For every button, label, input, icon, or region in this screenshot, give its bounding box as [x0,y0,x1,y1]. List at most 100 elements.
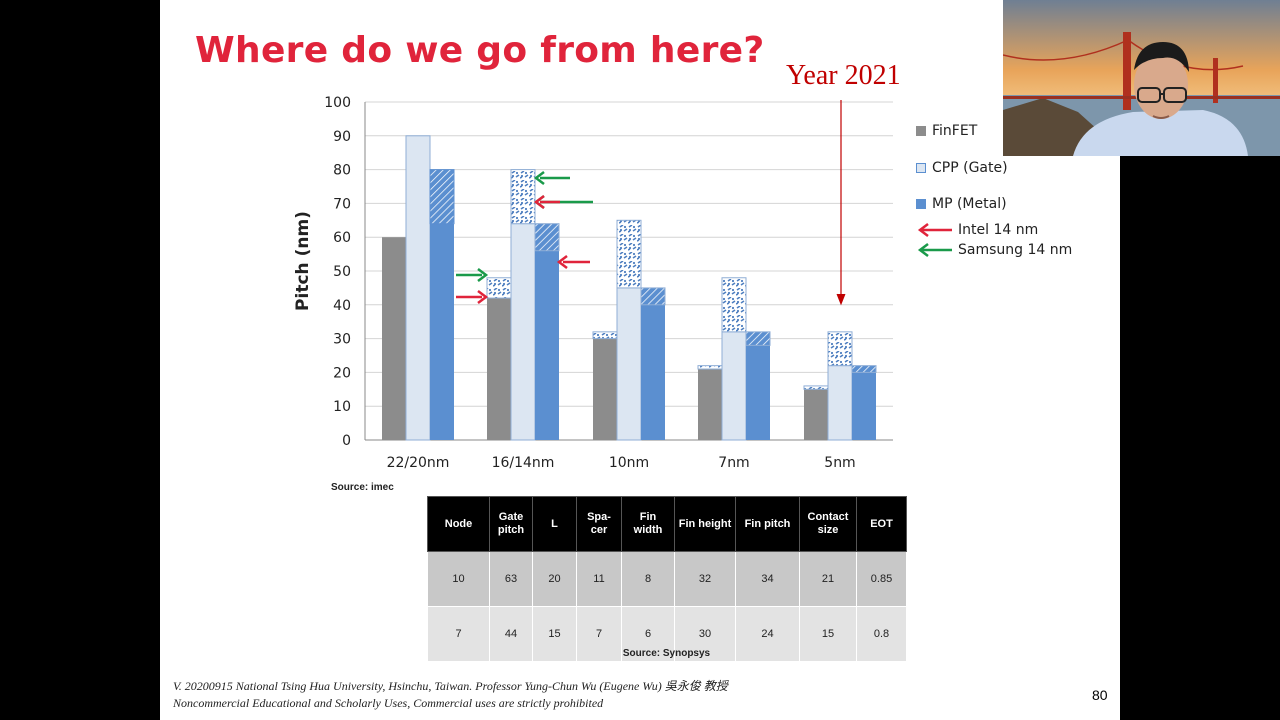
bar-range-cap [486,277,512,299]
intel-arrow-icon [917,223,952,237]
table-cell: 8 [621,551,675,607]
cpp-swatch [916,163,926,173]
y-tick-label: 100 [324,95,351,111]
table-source: Source: Synopsys [622,648,711,659]
table-header-cell: Spa-cer [576,496,622,552]
legend-finfet: FinFET [916,120,977,142]
legend-intel-label: Intel 14 nm [958,222,1039,238]
table-header-cell: EOT [856,496,907,552]
table-cell: 63 [489,551,533,607]
annotation-arrow [533,171,570,185]
mp-swatch [916,199,926,209]
table-header-cell: Contact size [799,496,857,552]
bar-range-cap [640,287,666,306]
table-header-cell: L [532,496,577,552]
slide-footer: V. 20200915 National Tsing Hua Universit… [173,678,728,712]
table-cell: 34 [735,551,800,607]
presenter-webcam [1003,0,1280,156]
x-tick-label: 22/20nm [387,455,450,471]
table-header-cell: Node [427,496,490,552]
bar [852,372,876,440]
y-axis-label: Pitch (nm) [293,211,313,311]
footer-line-1: V. 20200915 National Tsing Hua Universit… [173,679,728,693]
annotation-arrow [533,195,560,209]
bar-range-cap [721,277,747,333]
legend-cpp-label: CPP (Gate) [932,160,1008,176]
year-2021-arrow [836,100,846,306]
samsung-arrow-icon [917,243,952,257]
table-cell: 7 [427,606,490,662]
table-row: 10 63 20 11 8 32 34 21 0.85 [427,551,907,607]
table-header-cell: Fin height [674,496,736,552]
bar [382,237,406,440]
legend-samsung-label: Samsung 14 nm [958,242,1073,258]
bar [510,223,536,441]
legend-finfet-label: FinFET [932,123,978,139]
annotation-arrows [456,100,846,306]
table-header-cell: Gate pitch [489,496,533,552]
y-tick-label: 80 [333,163,351,179]
y-tick-label: 50 [333,264,351,280]
bar-range-cap [616,219,642,289]
bar [698,369,722,440]
bar [535,250,559,440]
y-tick-label: 90 [333,129,351,145]
y-tick-label: 70 [333,196,351,212]
annotation-arrow [456,290,489,304]
x-tick-label: 7nm [718,455,749,471]
table-cell: 0.85 [856,551,907,607]
legend-mp-label: MP (Metal) [932,196,1007,212]
bar [616,287,642,441]
bar [641,304,665,440]
table-header-row: Node Gate pitch L Spa-cer Fin width Fin heigh… [427,496,907,552]
footer-line-2: Noncommercial Educational and Scholarly … [173,696,604,710]
bar [746,345,770,440]
table-cell: 15 [532,606,577,662]
bar [827,365,853,441]
slide-title: Where do we go from here? [195,30,765,71]
bars [382,135,877,441]
table-cell: 21 [799,551,857,607]
bar-range-cap [827,331,853,367]
table-row: 7 44 15 7 6 30 24 15 0.8 [427,606,907,662]
legend-intel: Intel 14 nm [916,219,1038,241]
y-axis-ticks: 0 10 20 30 40 50 60 70 80 90 100 [324,95,351,449]
y-tick-label: 30 [333,332,351,348]
y-tick-label: 10 [333,399,351,415]
finfet-swatch [916,126,926,136]
annotation-arrow [556,255,590,269]
annotation-arrow [456,268,489,282]
table-cell: 15 [799,606,857,662]
bar-range-cap [534,223,560,252]
bar-range-cap [510,169,536,225]
table-cell: 11 [576,551,622,607]
bar [804,389,828,440]
table-body: 10 63 20 11 8 32 34 21 0.85 7 44 15 7 6 30 24 15 0.8 [427,551,907,662]
bar-range-cap [745,331,771,346]
table-cell: 0.8 [856,606,907,662]
y-tick-label: 20 [333,365,351,381]
table-header-cell: Fin pitch [735,496,800,552]
page-number: 80 [1092,687,1108,703]
y-tick-label: 40 [333,298,351,314]
bar [405,135,431,441]
table-cell: 10 [427,551,490,607]
chart-source: Source: imec [331,482,394,493]
bar-range-cap [803,385,829,390]
bar-range-cap [851,365,877,373]
table-cell: 24 [735,606,800,662]
table-cell: 7 [576,606,622,662]
x-axis-ticks: 22/20nm 16/14nm 10nm 7nm 5nm [387,455,856,471]
table-cell: 32 [674,551,736,607]
bar-range-cap [592,331,618,340]
bar [487,298,511,440]
table-cell: 30 [674,606,736,662]
x-tick-label: 10nm [609,455,649,471]
y-tick-label: 0 [342,433,351,449]
spec-table: Node Gate pitch L Spa-cer Fin width Fin heigh… [427,496,907,662]
webcam-video-frame [1003,0,1280,156]
bar [430,223,454,440]
x-tick-label: 5nm [824,455,855,471]
table-cell: 20 [532,551,577,607]
slide: Where do we go from here? Year 2021 0 10 2… [160,0,1120,720]
